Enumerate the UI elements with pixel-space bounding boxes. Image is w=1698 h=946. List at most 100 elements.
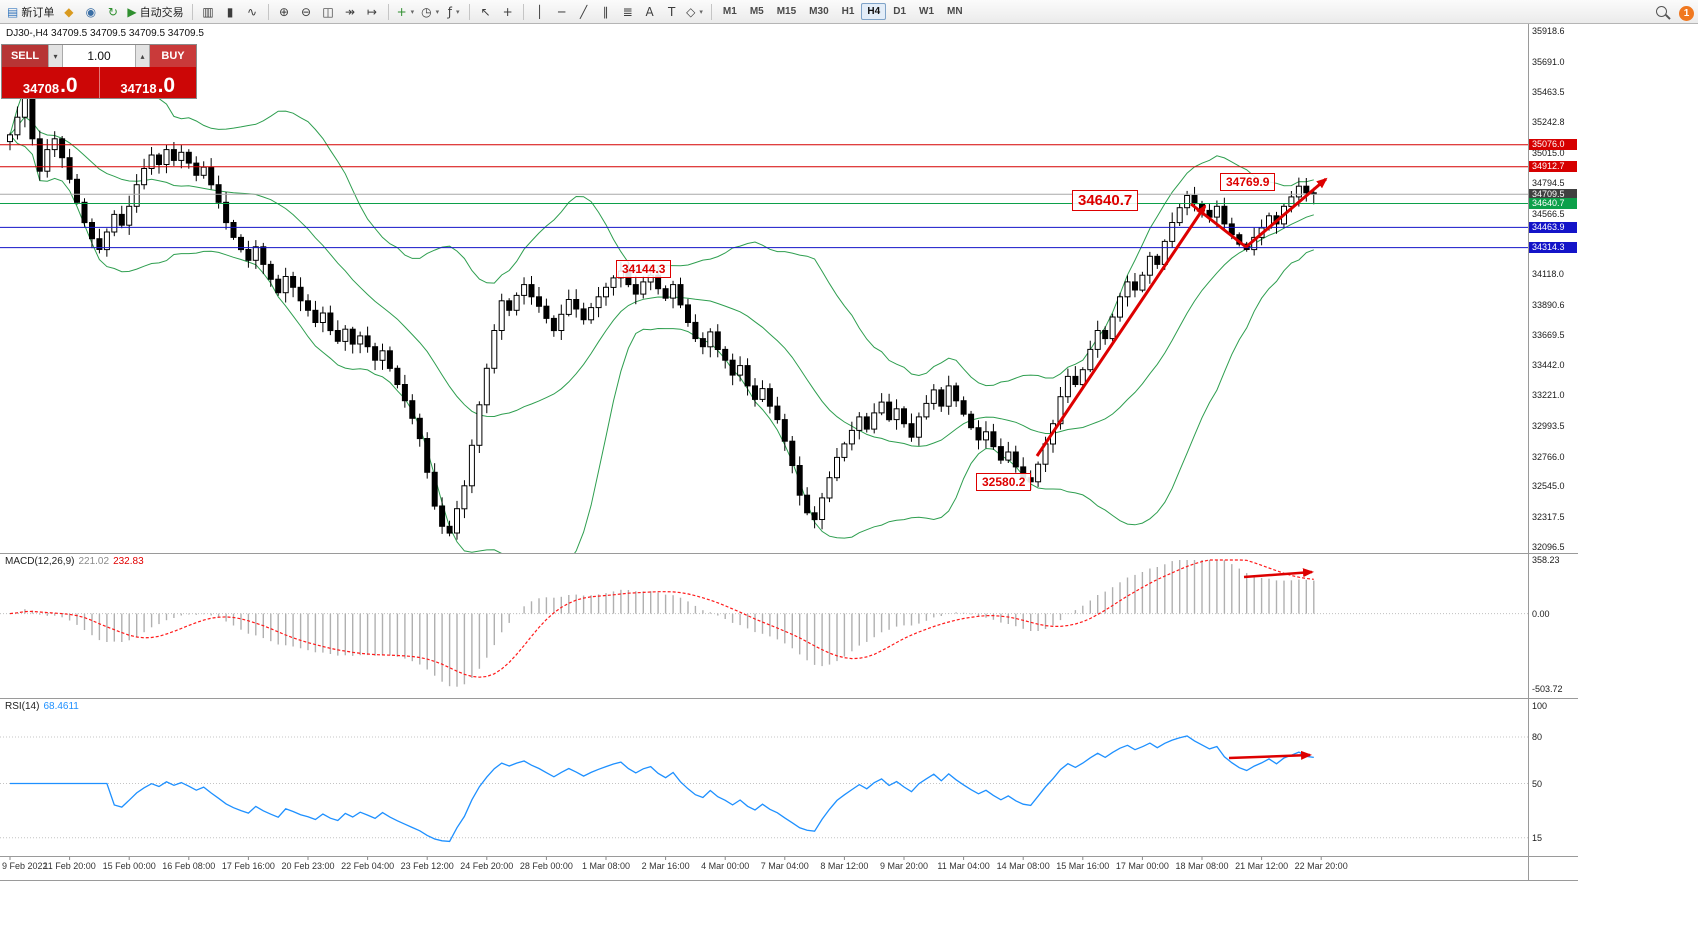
one-click-trading-panel: SELL ▾ 1.00 ▴ BUY 34708.0 34718.0 [1, 44, 197, 99]
new-chart-dropdown-glyph: + [396, 4, 407, 19]
macd-layer [0, 559, 1528, 687]
price-annotation-34769.9[interactable]: 34769.9 [1220, 173, 1276, 191]
shapes-icon-glyph: ◇ [686, 4, 696, 19]
price-annotation-34640.7[interactable]: 34640.7 [1072, 190, 1139, 211]
search-icon-glyph [1656, 6, 1667, 17]
candles-layer [7, 88, 1317, 540]
trend-arrow-4[interactable] [1228, 750, 1312, 760]
zoom-in-icon-glyph: ⊕ [279, 4, 290, 19]
bar-chart-icon-glyph: ▥ [202, 4, 214, 19]
ask-price[interactable]: 34718.0 [98, 67, 196, 98]
trendline-icon[interactable]: ╱ [573, 2, 594, 22]
label-icon[interactable]: T [661, 2, 682, 22]
price-axis[interactable] [1528, 24, 1578, 857]
zoom-out-icon-glyph: ⊖ [301, 4, 312, 19]
notification-badge[interactable]: 1 [1673, 3, 1694, 21]
refresh-icon[interactable]: ↻ [102, 2, 123, 22]
toolbar-separator [191, 3, 193, 20]
main-chart-layer [0, 78, 1528, 554]
bid-price[interactable]: 34708.0 [2, 67, 99, 98]
candlestick-chart-icon-glyph: ▮ [226, 4, 234, 19]
trendline-icon-glyph: ╱ [580, 4, 588, 19]
time-axis[interactable] [0, 857, 1578, 881]
new-order-button[interactable]: ▤ 新订单 [7, 4, 55, 19]
trend-arrow-3[interactable] [1243, 568, 1314, 579]
line-chart-icon[interactable]: ∿ [242, 2, 263, 22]
candlestick-chart-icon[interactable]: ▮ [220, 2, 241, 22]
sell-button[interactable]: SELL [2, 45, 48, 67]
trend-arrow-0[interactable] [1035, 204, 1207, 457]
fibonacci-icon-glyph: ≣ [622, 4, 633, 19]
community-icon-glyph: ◆ [64, 4, 74, 19]
bollinger-upper-band [9, 78, 1314, 387]
rsi-line [10, 735, 1314, 843]
indicators-icon[interactable]: ƒ ▾ [447, 4, 460, 19]
crosshair-icon[interactable]: + [497, 2, 518, 22]
chart-shift-icon[interactable]: ↦ [362, 2, 383, 22]
line-chart-icon-glyph: ∿ [247, 4, 258, 19]
label-icon-glyph: T [667, 4, 676, 19]
tf-m1[interactable]: M1 [722, 6, 737, 17]
trend-arrow-2[interactable] [1245, 177, 1328, 249]
crosshair-icon-glyph: + [502, 4, 513, 19]
tf-m30[interactable]: M30 [809, 6, 829, 17]
text-icon-glyph: A [645, 4, 654, 19]
volume-decrease-button[interactable]: ▾ [48, 45, 63, 67]
tile-windows-icon-glyph: ◫ [322, 4, 334, 19]
tf-h1[interactable]: H1 [841, 6, 855, 17]
price-annotation-32580.2[interactable]: 32580.2 [976, 473, 1032, 491]
vertical-line-icon-glyph: │ [536, 4, 544, 19]
toolbar-separator [387, 3, 389, 20]
channel-icon[interactable]: ∥ [595, 2, 616, 22]
channel-icon-glyph: ∥ [602, 4, 609, 19]
tf-w1[interactable]: W1 [919, 6, 935, 17]
zoom-out-icon[interactable]: ⊖ [296, 2, 317, 22]
ask-price-int: 34718 [120, 81, 157, 96]
tf-m5[interactable]: M5 [749, 6, 764, 17]
tf-m15[interactable]: M15 [776, 6, 797, 17]
tf-mn[interactable]: MN [947, 6, 963, 17]
period-icon[interactable]: ◷ ▾ [421, 4, 440, 19]
new-order-button-glyph: ▤ [7, 4, 19, 19]
period-icon-glyph: ◷ [421, 4, 432, 19]
symbol-ohlc-info: DJ30-,H4 34709.5 34709.5 34709.5 34709.5 [6, 28, 204, 39]
notification-count: 1 [1679, 5, 1694, 21]
auto-trading-button[interactable]: ▶ 自动交易 [127, 4, 184, 19]
price-annotation-34144.3[interactable]: 34144.3 [616, 260, 672, 278]
volume-increase-button[interactable]: ▴ [135, 45, 150, 67]
vertical-line-icon[interactable]: │ [529, 2, 550, 22]
toolbar-separator [469, 3, 471, 20]
zoom-in-icon[interactable]: ⊕ [274, 2, 295, 22]
text-icon[interactable]: A [639, 2, 660, 22]
bid-price-frac: .0 [60, 74, 78, 97]
bollinger-lower-band [9, 134, 1314, 554]
toolbar-separator [267, 3, 269, 20]
community-icon[interactable]: ◆ [58, 2, 79, 22]
chart-shift-icon-glyph: ↦ [367, 4, 378, 19]
bar-chart-icon[interactable]: ▥ [198, 2, 219, 22]
fibonacci-icon[interactable]: ≣ [617, 2, 638, 22]
shapes-icon[interactable]: ◇ ▾ [686, 4, 703, 19]
cursor-icon[interactable]: ↖ [475, 2, 496, 22]
horizontal-line-icon[interactable]: ─ [551, 2, 572, 22]
new-chart-dropdown[interactable]: + ▾ [396, 4, 415, 19]
trend-arrow-1[interactable] [1190, 202, 1247, 249]
auto-trading-button-glyph: ▶ [127, 4, 137, 19]
macd-signal-line [9, 559, 1314, 678]
profile-icon[interactable]: ◉ [80, 2, 101, 22]
refresh-icon-glyph: ↻ [107, 4, 118, 19]
auto-scroll-icon-glyph: ↠ [345, 4, 356, 19]
auto-scroll-icon[interactable]: ↠ [340, 2, 361, 22]
rsi-layer [0, 735, 1528, 843]
tf-d1[interactable]: D1 [893, 6, 907, 17]
cursor-icon-glyph: ↖ [480, 4, 491, 19]
tile-windows-icon[interactable]: ◫ [318, 2, 339, 22]
buy-button[interactable]: BUY [150, 45, 196, 67]
volume-input[interactable]: 1.00 [87, 49, 111, 63]
tf-h4[interactable]: H4 [861, 3, 887, 20]
indicators-icon-glyph: ƒ [447, 4, 453, 19]
toolbar: ▤ 新订单 ◆ ◉ ↻ ▶ 自动交易 ▥ ▮ ∿ ⊕ ⊖ ◫ ↠ ↦ + ▾ ◷ ▾ ƒ ▾ ↖ + │ ─ ╱ ∥ ≣ A T ◇ ▾ M1 M… [0, 0, 1698, 24]
search-icon[interactable] [1651, 2, 1672, 22]
bollinger-middle-band [9, 116, 1314, 447]
